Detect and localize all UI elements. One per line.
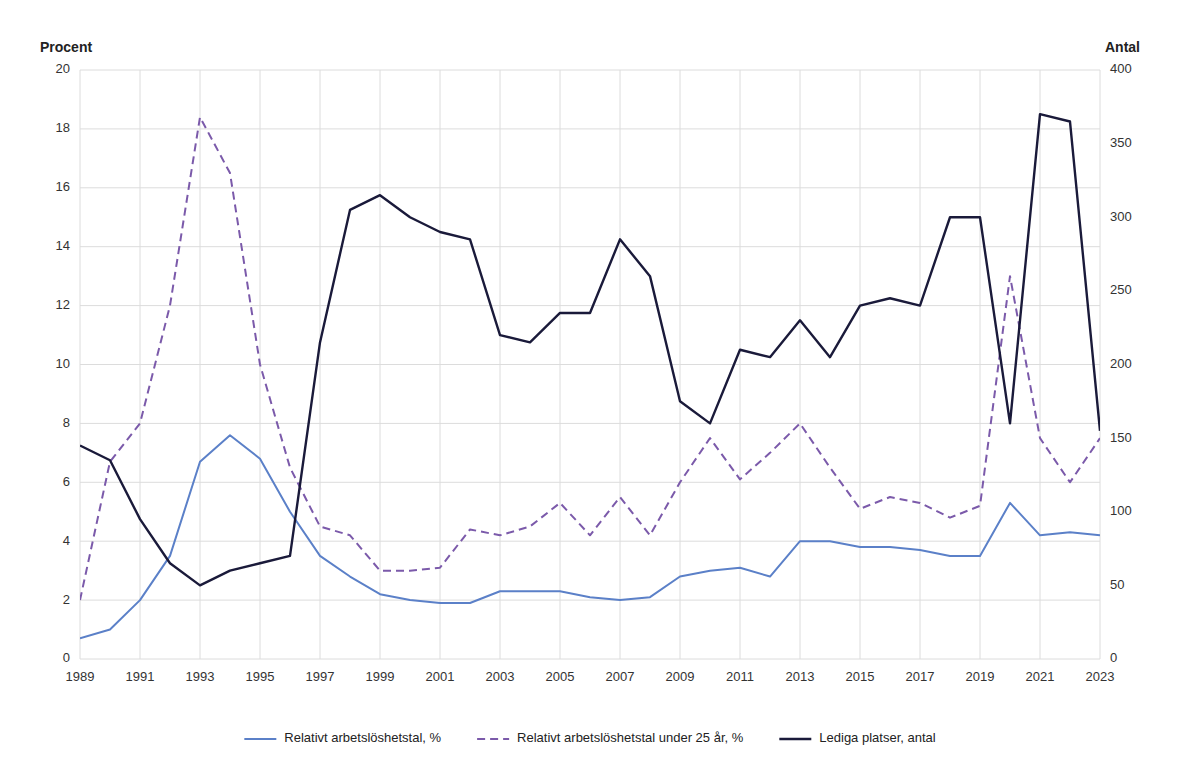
grid-line-y [80,659,1100,660]
grid-line-x [620,70,621,659]
grid-line-x [440,70,441,659]
x-tick-label: 2019 [966,669,995,684]
grid-line-y [80,246,1100,247]
x-tick-label: 2017 [906,669,935,684]
legend-swatch [477,738,509,740]
x-tick-label: 2007 [606,669,635,684]
y2-axis-label: Antal [1105,39,1140,55]
grid-line-x [200,70,201,659]
legend-label: Relativt arbetslöshetstal, % [284,730,441,745]
y-tick-label: 18 [56,120,70,135]
plot-area [80,114,1100,638]
grid-line-y [80,364,1100,365]
legend: Relativt arbetslöshetstal, % Relativt arb… [244,730,935,745]
y2-tick-label: 400 [1110,61,1132,76]
grid-line-y [80,305,1100,306]
y-tick-label: 2 [63,592,70,607]
grid-line-x [980,70,981,659]
grid-line-y [80,187,1100,188]
x-tick-label: 2001 [426,669,455,684]
legend-label: Relativt arbetslöshetstal under 25 år, % [517,730,744,745]
grid-line-x [320,70,321,659]
grid-line-x [380,70,381,659]
grid [80,70,1100,659]
legend-swatch [779,738,811,740]
grid-line-x [500,70,501,659]
axes: 0246810121416182005010015020025030035040… [56,61,1132,684]
series-line [80,435,1100,638]
x-tick-label: 2005 [546,669,575,684]
x-tick-label: 1997 [306,669,335,684]
x-tick-label: 1999 [366,669,395,684]
y-tick-label: 8 [63,415,70,430]
grid-line-y [80,423,1100,424]
x-tick-label: 2009 [666,669,695,684]
grid-line-y [80,128,1100,129]
x-tick-label: 1995 [246,669,275,684]
y-tick-label: 0 [63,650,70,665]
grid-line-x [1040,70,1041,659]
y-tick-label: 10 [56,356,70,371]
x-tick-label: 1989 [66,669,95,684]
series-line [80,117,1100,600]
y-tick-label: 6 [63,474,70,489]
legend-swatch [244,738,276,740]
legend-label: Lediga platser, antal [819,730,935,745]
grid-line-x [1100,70,1101,659]
y-tick-label: 4 [63,533,70,548]
x-tick-label: 1991 [126,669,155,684]
legend-item: Relativt arbetslöshetstal, % [244,730,441,745]
background [0,0,1180,769]
x-tick-label: 2003 [486,669,515,684]
x-tick-label: 2011 [726,669,754,684]
y-axis-label: Procent [40,39,92,55]
y-tick-label: 12 [56,297,70,312]
x-tick-label: 2013 [786,669,815,684]
grid-line-x [860,70,861,659]
legend-item: Lediga platser, antal [779,730,935,745]
y2-tick-label: 350 [1110,135,1132,150]
y2-tick-label: 50 [1110,577,1124,592]
y2-tick-label: 300 [1110,209,1132,224]
x-tick-label: 2015 [846,669,875,684]
grid-line-x [140,70,141,659]
y2-tick-label: 150 [1110,430,1132,445]
grid-line-x [680,70,681,659]
y-tick-label: 14 [56,238,70,253]
grid-line-x [800,70,801,659]
series-line [80,114,1100,585]
y2-tick-label: 100 [1110,503,1132,518]
y-tick-label: 20 [56,61,70,76]
y-tick-label: 16 [56,179,70,194]
y2-tick-label: 250 [1110,282,1132,297]
legend-item: Relativt arbetslöshetstal under 25 år, % [477,730,744,745]
grid-line-y [80,541,1100,542]
grid-line-x [920,70,921,659]
grid-line-y [80,600,1100,601]
x-tick-label: 1993 [186,669,215,684]
grid-line-x [560,70,561,659]
y2-tick-label: 200 [1110,356,1132,371]
grid-line-x [80,70,81,659]
x-tick-label: 2021 [1026,669,1055,684]
grid-line-y [80,70,1100,71]
grid-line-y [80,482,1100,483]
grid-line-x [740,70,741,659]
y2-tick-label: 0 [1110,650,1117,665]
x-tick-label: 2023 [1086,669,1115,684]
chart: 0246810121416182005010015020025030035040… [0,0,1180,769]
